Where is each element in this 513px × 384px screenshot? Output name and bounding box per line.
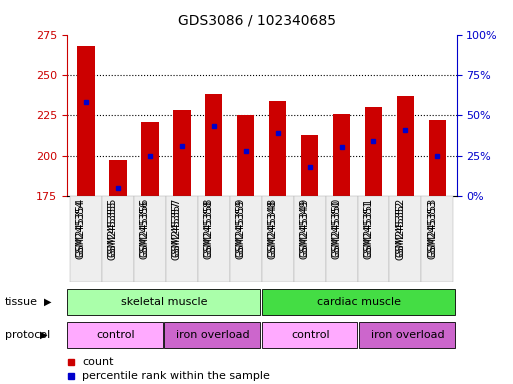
Bar (326, 196, 358, 282)
Bar (389, 196, 421, 282)
Text: GSM245348: GSM245348 (268, 197, 278, 257)
Bar (358, 196, 389, 282)
Text: GDS3086 / 102340685: GDS3086 / 102340685 (177, 13, 336, 27)
Text: GSM245350: GSM245350 (331, 200, 342, 260)
Text: GSM245349: GSM245349 (300, 197, 309, 257)
Text: GSM245350: GSM245350 (331, 197, 342, 257)
Text: GSM245355: GSM245355 (108, 197, 118, 257)
Text: control: control (96, 330, 135, 340)
Bar (237, 115, 254, 196)
Text: GSM245355: GSM245355 (108, 200, 118, 260)
Text: GSM245357: GSM245357 (172, 200, 182, 260)
Text: ▶: ▶ (44, 297, 51, 307)
Bar (428, 120, 446, 196)
Text: GSM245359: GSM245359 (235, 200, 246, 260)
Text: iron overload: iron overload (371, 330, 445, 340)
Text: GSM245353: GSM245353 (427, 197, 438, 257)
Text: skeletal muscle: skeletal muscle (121, 297, 207, 308)
Text: GSM245349: GSM245349 (300, 200, 309, 259)
Text: GSM245351: GSM245351 (364, 197, 373, 257)
Bar (293, 196, 326, 282)
Bar (262, 196, 293, 282)
Text: GSM245354: GSM245354 (76, 197, 86, 257)
Bar (70, 196, 102, 282)
Bar (421, 196, 453, 282)
Bar (205, 94, 223, 196)
Bar (269, 101, 286, 196)
Text: ▶: ▶ (40, 330, 47, 340)
Text: GSM245352: GSM245352 (396, 197, 405, 257)
Bar (134, 196, 166, 282)
Bar (67, 322, 163, 348)
Text: GSM245358: GSM245358 (204, 200, 214, 260)
Bar (262, 322, 358, 348)
Bar (166, 196, 198, 282)
Bar (67, 290, 260, 315)
Text: GSM245357: GSM245357 (172, 197, 182, 257)
Text: tissue: tissue (5, 297, 38, 307)
Bar (164, 322, 260, 348)
Bar (102, 196, 134, 282)
Bar (333, 114, 350, 196)
Text: count: count (82, 357, 114, 367)
Text: protocol: protocol (5, 330, 50, 340)
Bar (230, 196, 262, 282)
Bar (365, 107, 382, 196)
Bar (77, 46, 95, 196)
Text: iron overload: iron overload (176, 330, 250, 340)
Text: GSM245356: GSM245356 (140, 200, 150, 260)
Text: control: control (291, 330, 330, 340)
Text: percentile rank within the sample: percentile rank within the sample (82, 371, 270, 381)
Text: cardiac muscle: cardiac muscle (317, 297, 401, 308)
Bar (397, 96, 414, 196)
Text: GSM245353: GSM245353 (427, 200, 438, 260)
Text: GSM245358: GSM245358 (204, 197, 214, 257)
Bar (109, 161, 127, 196)
Bar (198, 196, 230, 282)
Bar (359, 322, 455, 348)
Text: GSM245351: GSM245351 (364, 200, 373, 260)
Bar (173, 110, 190, 196)
Bar (301, 134, 319, 196)
Bar (141, 122, 159, 196)
Text: GSM245356: GSM245356 (140, 197, 150, 257)
Text: GSM245354: GSM245354 (76, 200, 86, 260)
Bar (262, 290, 455, 315)
Text: GSM245352: GSM245352 (396, 200, 405, 260)
Text: GSM245359: GSM245359 (235, 197, 246, 257)
Text: GSM245348: GSM245348 (268, 200, 278, 259)
